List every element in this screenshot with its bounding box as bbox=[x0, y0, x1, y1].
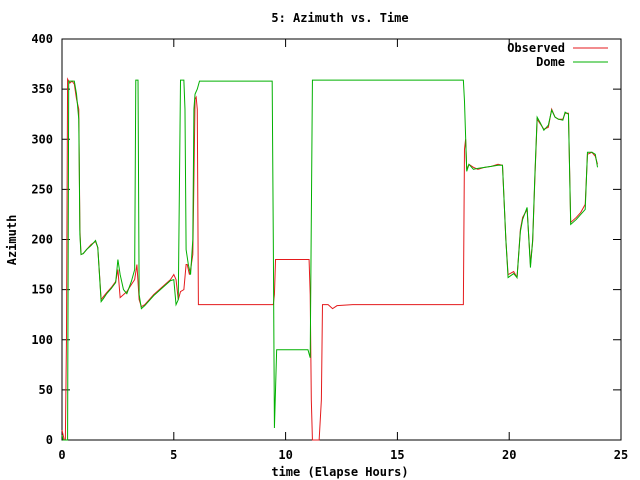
dome-legend-label: Dome bbox=[536, 55, 565, 69]
y-tick-label: 50 bbox=[39, 383, 53, 397]
x-tick-label: 5 bbox=[170, 448, 177, 462]
y-tick-label: 200 bbox=[31, 233, 53, 247]
x-tick-label: 10 bbox=[278, 448, 292, 462]
observed-legend-label: Observed bbox=[507, 41, 565, 55]
observed-series-line bbox=[61, 77, 599, 441]
y-tick-label: 400 bbox=[31, 32, 53, 46]
y-tick-label: 300 bbox=[31, 132, 53, 146]
y-axis-label: Azimuth bbox=[5, 215, 19, 266]
chart-title: 5: Azimuth vs. Time bbox=[271, 11, 408, 25]
y-tick-label: 150 bbox=[31, 283, 53, 297]
y-tick-label: 250 bbox=[31, 182, 53, 196]
y-tick-label: 0 bbox=[46, 433, 53, 447]
x-tick-label: 20 bbox=[502, 448, 516, 462]
plot-frame bbox=[61, 38, 622, 441]
dome-series-line bbox=[61, 79, 599, 441]
x-axis-label: time (Elapse Hours) bbox=[271, 465, 408, 479]
x-tick-label: 15 bbox=[390, 448, 404, 462]
y-tick-label: 350 bbox=[31, 82, 53, 96]
x-tick-label: 25 bbox=[614, 448, 628, 462]
series-lines bbox=[61, 77, 599, 441]
x-tick-label: 0 bbox=[58, 448, 65, 462]
y-tick-label: 100 bbox=[31, 333, 53, 347]
